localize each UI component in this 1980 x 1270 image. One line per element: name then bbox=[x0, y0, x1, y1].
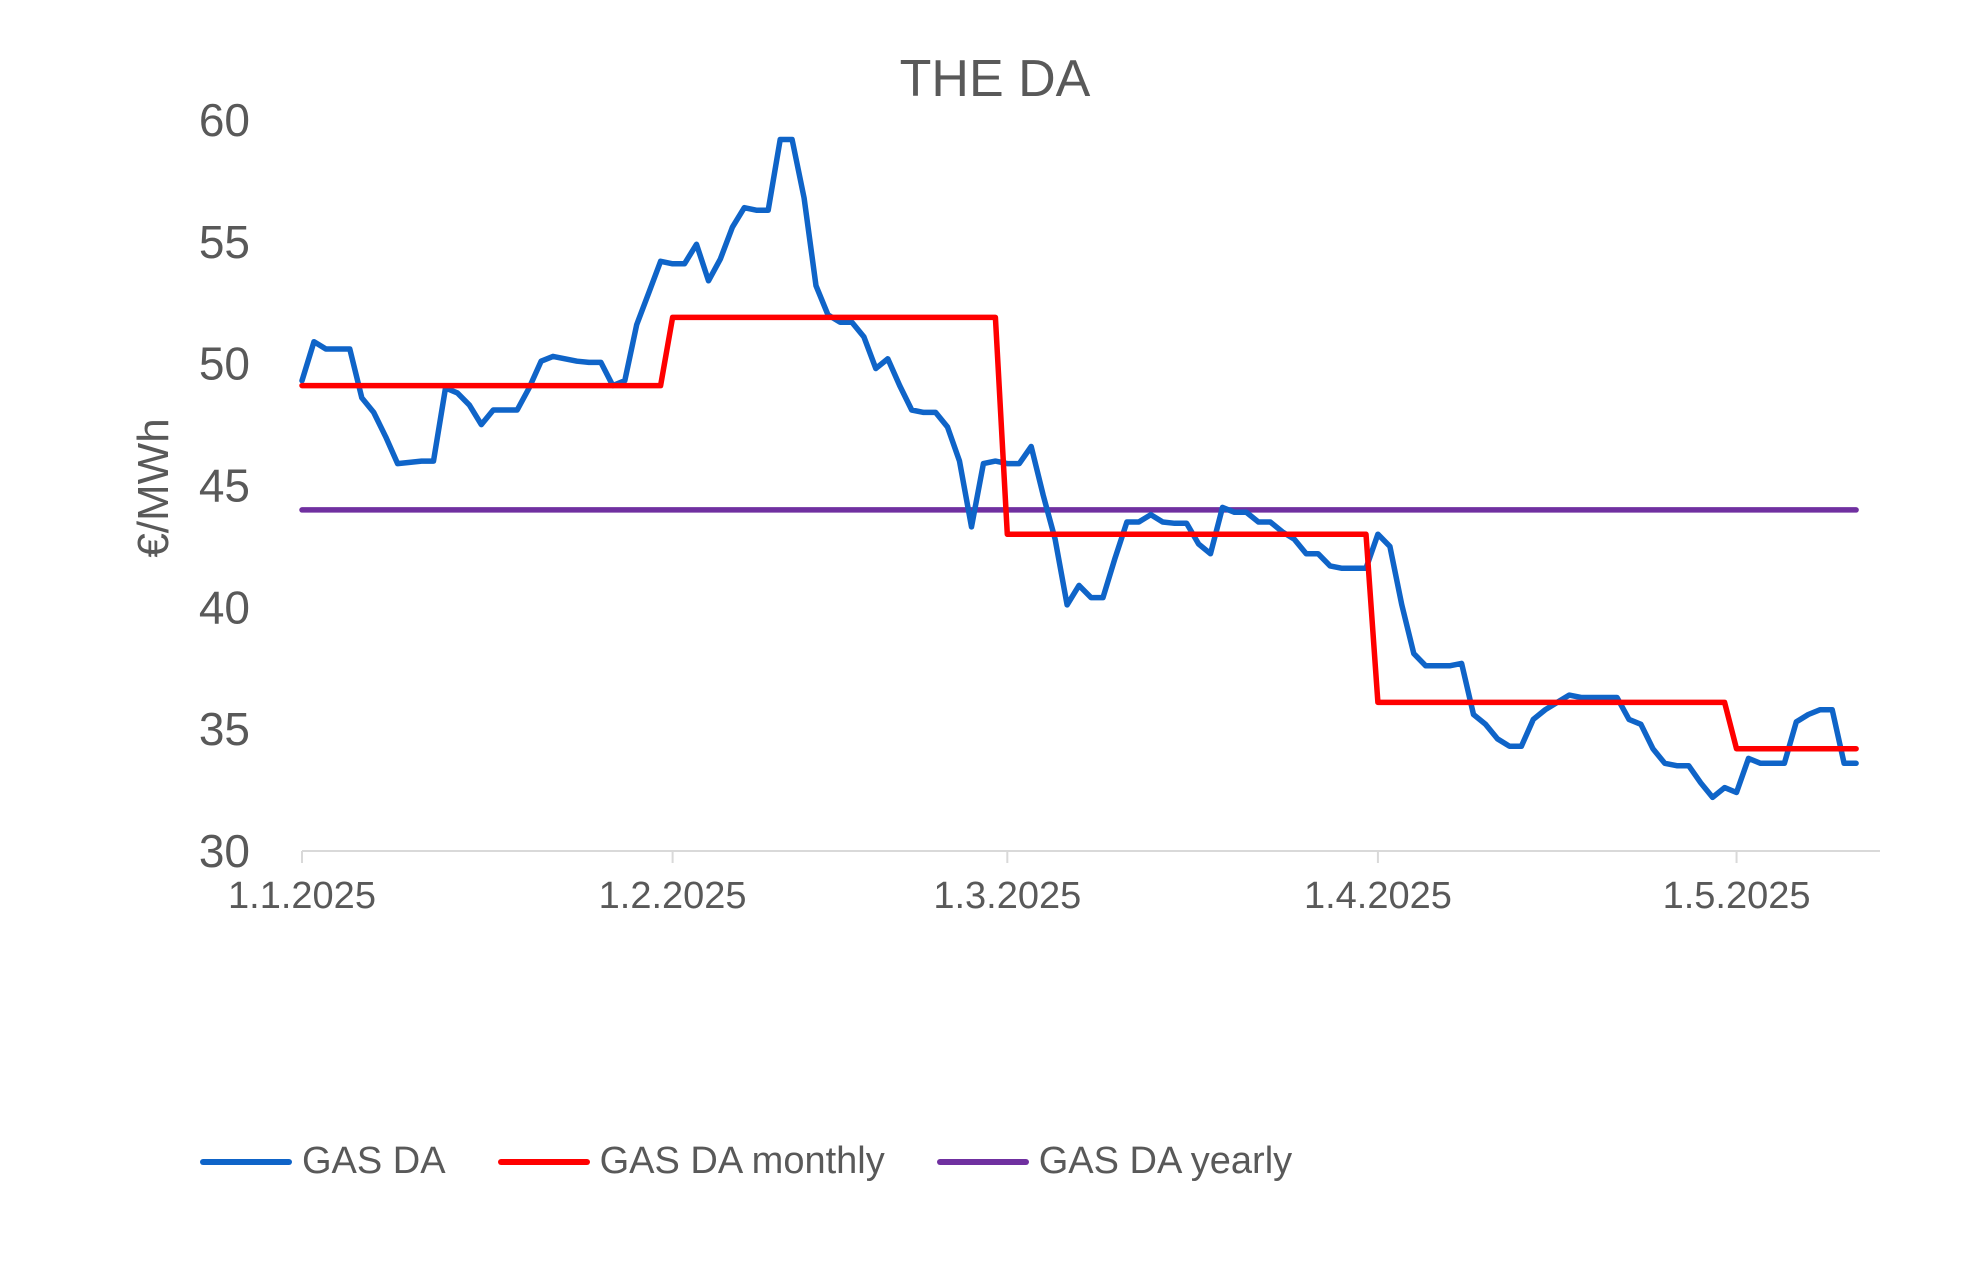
y-axis-ticks: 30 35 40 45 50 55 60 bbox=[199, 94, 250, 877]
y-tick-label: 55 bbox=[199, 216, 250, 268]
legend-item-gas-da-yearly: GAS DA yearly bbox=[936, 1140, 1293, 1183]
y-tick-label: 35 bbox=[199, 703, 250, 755]
legend-item-gas-da-monthly: GAS DA monthly bbox=[497, 1140, 885, 1183]
x-axis: 1.1.2025 1.2.2025 1.3.2025 1.4.2025 1.5.2025 bbox=[228, 850, 1880, 917]
legend-swatch-gas-da bbox=[200, 1158, 292, 1165]
y-tick-label: 30 bbox=[199, 825, 250, 877]
series-line-gas-da bbox=[299, 136, 1859, 801]
x-tick-label: 1.2.2025 bbox=[599, 875, 747, 917]
x-tick-label: 1.1.2025 bbox=[228, 875, 376, 917]
y-axis-label: €/MWh bbox=[129, 418, 178, 557]
legend-swatch-gas-da-monthly bbox=[497, 1158, 590, 1165]
legend-item-gas-da: GAS DA bbox=[200, 1140, 446, 1183]
legend: GAS DA GAS DA monthly GAS DA yearly bbox=[200, 1140, 1344, 1183]
y-tick-label: 45 bbox=[199, 460, 250, 512]
y-tick-label: 40 bbox=[199, 581, 250, 633]
chart-title: THE DA bbox=[900, 50, 1091, 108]
x-tick-label: 1.5.2025 bbox=[1663, 875, 1811, 917]
y-tick-label: 60 bbox=[199, 94, 250, 146]
series-layer bbox=[299, 136, 1859, 801]
series-line-gas-da-monthly bbox=[299, 314, 1859, 752]
y-tick-label: 50 bbox=[199, 338, 250, 390]
legend-label-gas-da-yearly: GAS DA yearly bbox=[1038, 1140, 1293, 1182]
x-tick-label: 1.3.2025 bbox=[933, 875, 1081, 917]
legend-label-gas-da: GAS DA bbox=[302, 1140, 446, 1182]
legend-label-gas-da-monthly: GAS DA monthly bbox=[599, 1140, 885, 1182]
x-tick-label: 1.4.2025 bbox=[1304, 875, 1452, 917]
legend-swatch-gas-da-yearly bbox=[936, 1158, 1029, 1165]
